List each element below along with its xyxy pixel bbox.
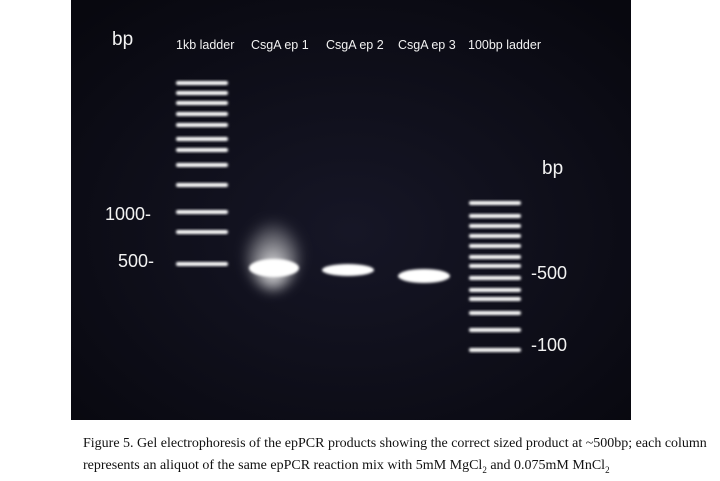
bp-label-right: bp — [542, 158, 564, 179]
ladder-100bp-band-9 — [469, 288, 521, 292]
ladder-1kb-band-3 — [176, 101, 228, 105]
ladder-1kb-band-2 — [176, 91, 228, 95]
ladder-1kb-band-6 — [176, 137, 228, 141]
gel-bands — [71, 0, 631, 420]
ladder-1kb-band-1 — [176, 81, 228, 85]
ladder-1kb-band-9 — [176, 183, 228, 187]
ladder-1kb-band-8 — [176, 163, 228, 167]
ladder-100bp-band-2 — [469, 214, 521, 218]
lane-csga-ep2-band — [322, 264, 374, 276]
lane-label-csga-ep3: CsgA ep 3 — [398, 38, 456, 52]
caption-sub-1: 2 — [482, 464, 487, 475]
lane-csga-ep1-band — [245, 206, 301, 290]
caption-text-1: Figure 5. Gel electrophoresis of the epP… — [83, 436, 707, 473]
ladder-100bp-band-13 — [469, 348, 521, 352]
ladder-100bp-bands — [469, 201, 521, 352]
ladder-1kb-band-4 — [176, 112, 228, 116]
marker-500-right: -500 — [531, 263, 568, 283]
ladder-100bp-band-7 — [469, 264, 521, 268]
ladder-100bp-band-6 — [469, 255, 521, 259]
marker-1000: 1000- — [105, 204, 152, 224]
ladder-100bp-band-4 — [469, 234, 521, 238]
ladder-100bp-band-8 — [469, 276, 521, 280]
ladder-100bp-band-3 — [469, 224, 521, 228]
ladder-1kb-band-7 — [176, 148, 228, 152]
ladder-1kb-band-11 — [176, 230, 228, 234]
ladder-1kb-band-5 — [176, 123, 228, 127]
figure-caption: Figure 5. Gel electrophoresis of the epP… — [83, 433, 713, 481]
lane-label-1kb-ladder: 1kb ladder — [176, 38, 235, 52]
ladder-100bp-band-5 — [469, 244, 521, 248]
ladder-1kb-bands — [176, 81, 228, 266]
ladder-100bp-band-12 — [469, 328, 521, 332]
ladder-100bp-band-11 — [469, 311, 521, 315]
ladder-100bp-band-1 — [469, 201, 521, 205]
caption-text-2: and 0.075mM MnCl — [486, 458, 606, 473]
gel-image: bp 1kb ladder CsgA ep 1 CsgA ep 2 CsgA e… — [71, 0, 631, 420]
ladder-1kb-band-10 — [176, 210, 228, 214]
marker-500-left: 500- — [118, 251, 155, 271]
caption-sub-2: 2 — [605, 464, 610, 475]
ladder-1kb-band-12 — [176, 262, 228, 266]
lane-label-csga-ep2: CsgA ep 2 — [326, 38, 384, 52]
ladder-100bp-band-10 — [469, 297, 521, 301]
lane-label-100bp-ladder: 100bp ladder — [468, 38, 541, 52]
marker-100: -100 — [531, 335, 568, 355]
lane-label-csga-ep1: CsgA ep 1 — [251, 38, 309, 52]
lane-csga-ep3-band — [398, 269, 450, 283]
bp-label-left: bp — [112, 29, 134, 50]
